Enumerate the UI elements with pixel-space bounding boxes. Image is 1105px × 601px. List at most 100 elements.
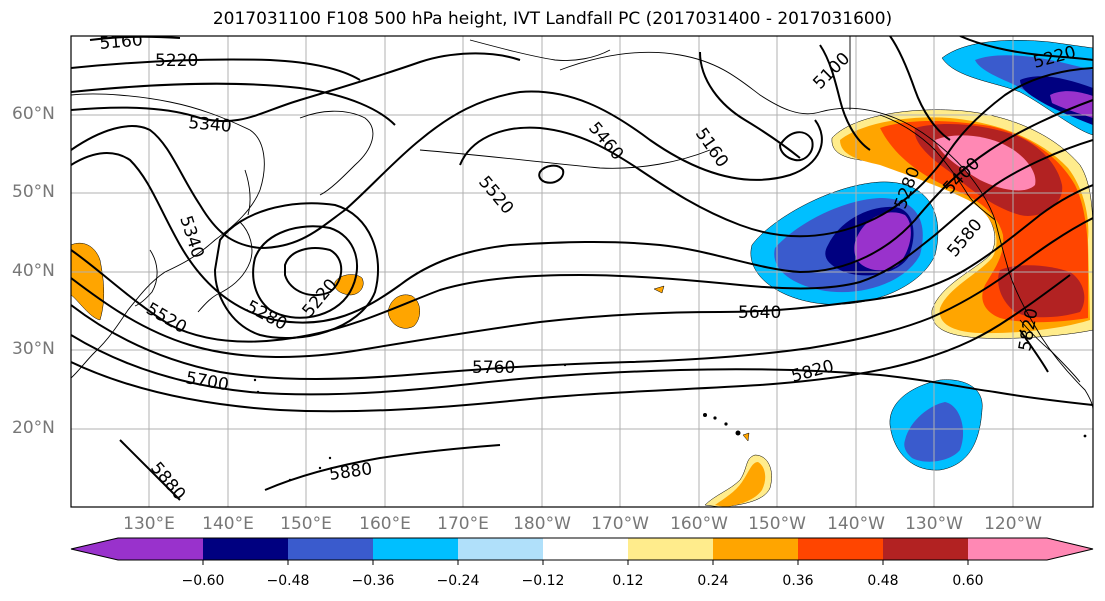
height-contour xyxy=(459,67,1093,238)
coast-alaska xyxy=(559,51,996,221)
colorbar-swatch xyxy=(543,538,628,560)
height-contour xyxy=(778,131,814,162)
colorbar-swatch xyxy=(713,538,798,560)
height-contour xyxy=(71,82,396,126)
lon-label: 150°E xyxy=(280,514,332,534)
colorbar-swatch xyxy=(118,538,203,560)
height-contour xyxy=(71,90,823,250)
coast-sakhalin xyxy=(244,169,251,216)
colorbar-outline xyxy=(70,537,1094,561)
lon-label: 160°E xyxy=(359,514,411,534)
coast-mexico xyxy=(1019,319,1081,383)
colorbar-tick-label: −0.36 xyxy=(351,573,395,589)
lon-label: 130°E xyxy=(123,514,175,534)
ivt-positive-region xyxy=(715,462,766,507)
lat-label: 20°N xyxy=(12,418,55,438)
contour-label: 5640 xyxy=(738,303,781,323)
colorbar-tick-label: −0.24 xyxy=(436,573,480,589)
lon-label: 170°E xyxy=(437,514,489,534)
height-contour xyxy=(119,439,181,501)
colorbar-swatch xyxy=(883,538,968,560)
height-contour xyxy=(264,444,501,491)
map-title: 2017031100 F108 500 hPa height, IVT Land… xyxy=(212,9,893,29)
lon-label: 140°W xyxy=(827,514,885,534)
contour-label: 5340 xyxy=(188,113,233,137)
lat-label: 40°N xyxy=(12,261,55,281)
lon-label: 150°W xyxy=(748,514,806,534)
colorbar-tick-label: 0.60 xyxy=(952,573,984,589)
height-contour xyxy=(819,44,871,151)
colorbar-tick-label: 0.48 xyxy=(867,573,899,589)
island-marianas xyxy=(253,378,257,382)
height-contour xyxy=(71,139,1093,343)
colorbar-tick-label: −0.48 xyxy=(266,573,310,589)
height-contour xyxy=(89,36,181,41)
island-hawaii xyxy=(724,422,728,426)
island-pacific xyxy=(1083,434,1087,438)
contour-label: 5760 xyxy=(472,358,515,378)
gridlines xyxy=(71,36,1093,507)
colorbar-swatch xyxy=(968,538,1047,560)
ivt-positive-region xyxy=(742,432,750,442)
map-frame xyxy=(70,35,1094,508)
colorbar-swatch xyxy=(628,538,713,560)
ivt-positive-region xyxy=(653,285,665,294)
map-plot-area: 5160 5220 5340 5340 5280 5220 5520 5460 … xyxy=(71,30,1093,507)
colorbar-tick-label: −0.60 xyxy=(181,573,225,589)
height-contour xyxy=(71,334,1093,406)
height-contour xyxy=(71,58,361,81)
ivt-positive-region xyxy=(387,294,420,329)
island-hawaii xyxy=(713,416,717,420)
coast-kamchatka xyxy=(299,110,374,196)
colorbar-swatch xyxy=(288,538,373,560)
colorbar-swatch xyxy=(798,538,883,560)
lon-label: 120°W xyxy=(984,514,1042,534)
ivt-negative-region xyxy=(1050,91,1093,118)
lat-label: 30°N xyxy=(12,339,55,359)
height-contour xyxy=(252,225,359,319)
colorbar xyxy=(70,537,1094,565)
colorbar-extend-left xyxy=(71,538,118,560)
ivt-positive-region xyxy=(935,135,1036,191)
height-contour xyxy=(889,36,951,141)
coast-japan xyxy=(197,221,253,313)
colorbar-tick-label: 0.24 xyxy=(697,573,729,589)
height-contour xyxy=(71,52,521,123)
height-contour xyxy=(699,51,801,159)
lat-label: 60°N xyxy=(12,104,55,124)
ivt-positive-region xyxy=(998,265,1085,318)
lon-label: 170°W xyxy=(591,514,649,534)
lat-label: 50°N xyxy=(12,182,55,202)
height-contours xyxy=(71,36,1093,501)
lon-label: 180°W xyxy=(513,514,571,534)
colorbar-tick-label: 0.12 xyxy=(612,573,644,589)
height-contour xyxy=(538,164,565,184)
island-pacific xyxy=(318,466,322,470)
coast-chukotka xyxy=(469,39,611,61)
height-contour xyxy=(71,99,1093,324)
height-contour xyxy=(213,202,380,339)
coast-aleutians xyxy=(419,149,711,169)
height-contour xyxy=(1019,329,1049,373)
colorbar-extend-right xyxy=(1047,538,1093,560)
lon-label: 130°W xyxy=(905,514,963,534)
colorbar-swatch xyxy=(203,538,288,560)
coast-na-west xyxy=(994,219,1093,411)
ivt-shading xyxy=(71,40,1093,507)
contour-label: 5160 xyxy=(99,30,144,54)
colorbar-swatch xyxy=(458,538,543,560)
island-pacific xyxy=(328,456,332,460)
colorbar-swatch xyxy=(373,538,458,560)
height-contour xyxy=(284,247,343,297)
island-hawaii xyxy=(735,430,741,436)
colorbar-tick-label: −0.12 xyxy=(521,573,565,589)
contour-label: 5220 xyxy=(155,51,198,71)
colorbar-tick-label: 0.36 xyxy=(782,573,814,589)
height-contour xyxy=(959,36,1093,61)
height-contour xyxy=(71,184,1093,358)
island-hawaii xyxy=(703,413,707,417)
coast-bc xyxy=(879,114,996,221)
lon-label: 160°W xyxy=(670,514,728,534)
ivt-positive-region xyxy=(71,242,104,321)
